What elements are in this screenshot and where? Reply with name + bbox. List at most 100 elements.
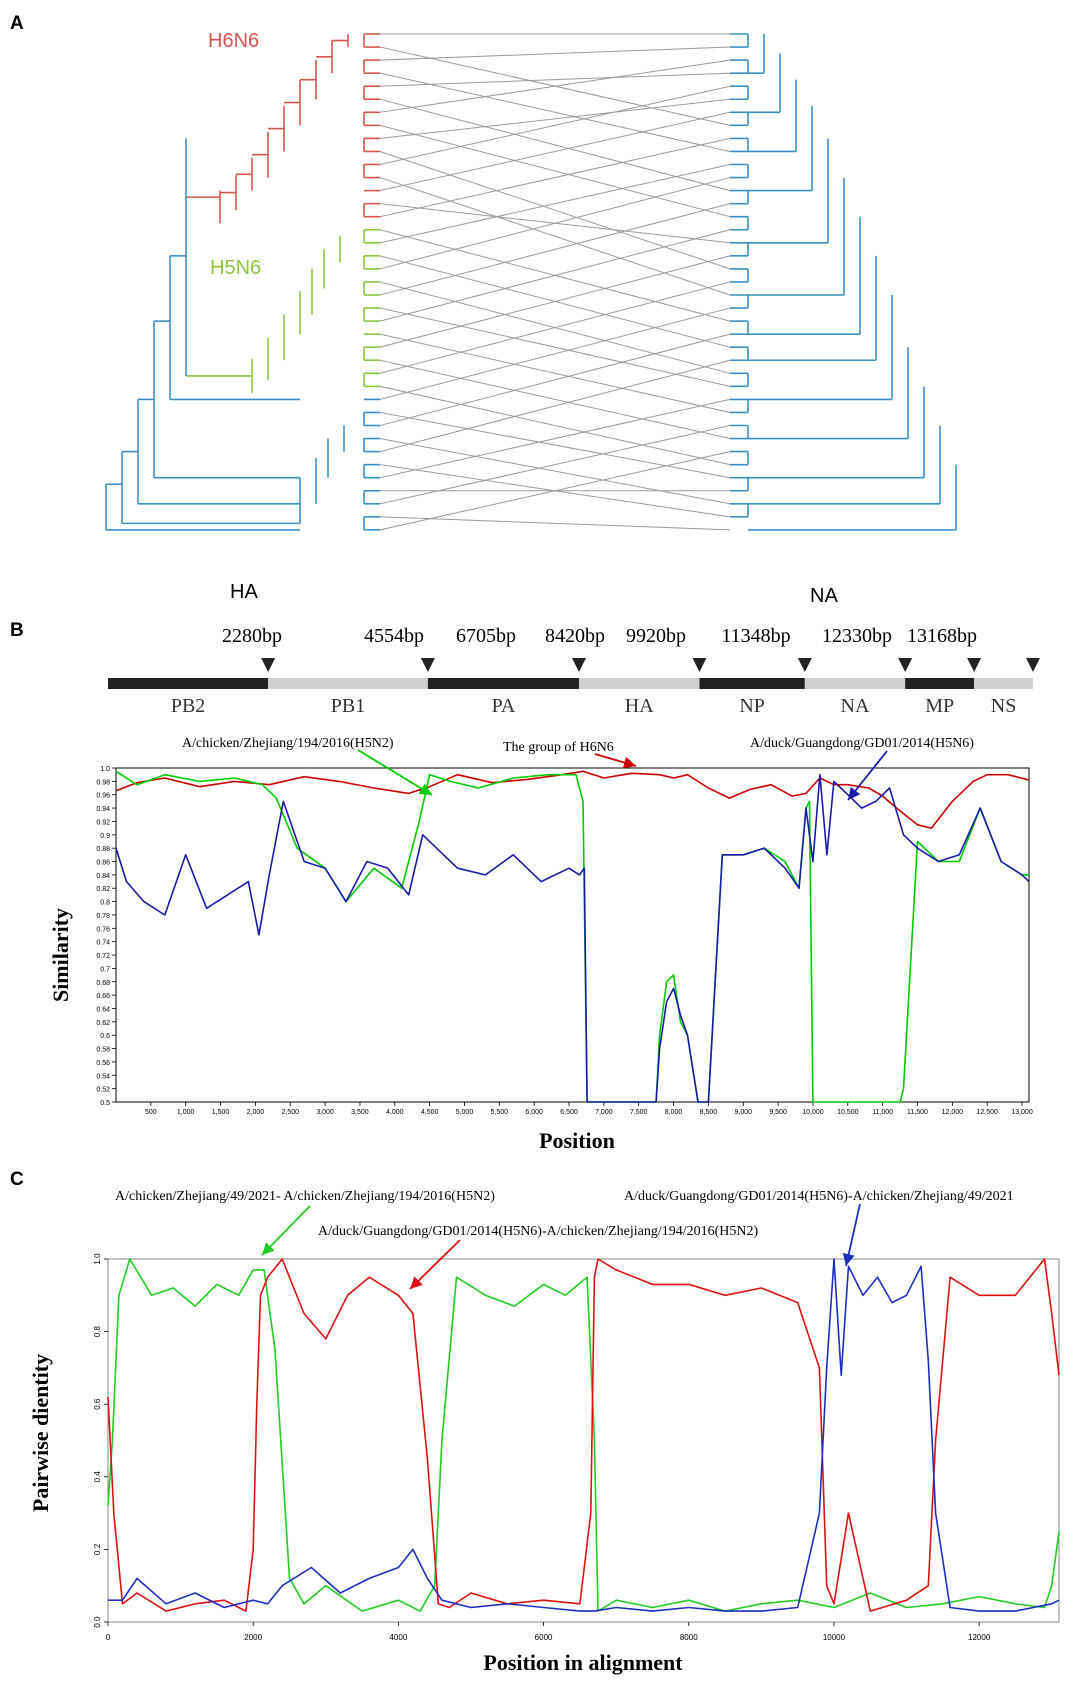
tanglegram-link <box>379 59 731 113</box>
y-tick-label: 0.78 <box>96 913 110 920</box>
x-tick-label: 9,500 <box>769 1109 787 1116</box>
y-tick-label: 0.8 <box>100 900 110 907</box>
series-line-1 <box>115 770 1029 1103</box>
tanglegram-link <box>379 359 731 440</box>
segment-label: PB1 <box>331 695 365 717</box>
breakpoint-marker <box>261 658 276 672</box>
x-tick-label: 5,500 <box>491 1109 509 1116</box>
x-tick-label: 4,000 <box>386 1109 404 1116</box>
segment-bar <box>108 678 269 689</box>
tanglegram-link <box>379 359 731 453</box>
x-tick-label: 3,500 <box>351 1109 369 1116</box>
panel-b-letter: B <box>10 620 24 641</box>
y-tick-label: 0.62 <box>96 1020 110 1027</box>
x-tick-label: 12000 <box>968 1633 991 1642</box>
tanglegram-link <box>379 281 731 374</box>
annotation-blue-b: A/duck/Guangdong/GD01/2014(H5N6) <box>750 736 974 751</box>
y-tick-label: 0.96 <box>96 793 110 800</box>
tanglegram-link <box>379 72 731 152</box>
segment-bar <box>427 678 579 689</box>
annotation-arrowhead <box>418 783 432 795</box>
x-tick-label: 1,000 <box>177 1109 195 1116</box>
tanglegram-link <box>379 516 731 531</box>
x-tick-label: 500 <box>145 1109 157 1116</box>
identity-chart: 0 2000 4000 6000 8000 10000 12000 0.0 0.2 0.4 0.6 0… <box>93 1253 1060 1642</box>
y-tick-label: 0.58 <box>96 1047 110 1054</box>
tanglegram-link <box>379 451 731 531</box>
tanglegram-link <box>379 333 731 413</box>
breakpoint-label: 6705bp <box>456 625 516 647</box>
annotation-arrowhead <box>848 786 861 800</box>
breakpoint-label: 11348bp <box>721 625 790 647</box>
x-tick-label: 7,000 <box>595 1109 613 1116</box>
chart-c-ylabel: Pairwise dientity <box>28 1354 53 1512</box>
panel-c-letter: C <box>10 1169 24 1190</box>
breakpoint-marker <box>797 658 812 672</box>
breakpoint-label: 9920bp <box>626 625 686 647</box>
y-tick-label: 0.56 <box>96 1060 110 1067</box>
annotation-green-b: A/chicken/Zhejiang/194/2016(H5N2) <box>182 736 394 751</box>
breakpoint-label: 13168bp <box>907 625 977 647</box>
y-tick-label: 0.0 <box>93 1616 102 1628</box>
chart-c-xlabel: Position in alignment <box>483 1650 683 1675</box>
tanglegram-link <box>379 255 731 348</box>
breakpoint-label: 8420bp <box>545 625 605 647</box>
breakpoint-label: 4554bp <box>364 625 424 647</box>
annotation-blue-c: A/duck/Guangdong/GD01/2014(H5N6)-A/chick… <box>624 1189 1014 1204</box>
tanglegram-link <box>379 124 731 218</box>
x-tick-label: 8,500 <box>700 1109 718 1116</box>
y-tick-label: 0.54 <box>96 1073 110 1080</box>
y-tick-label: 0.86 <box>96 860 110 867</box>
tanglegram-link <box>379 425 731 505</box>
x-tick-label: 13,000 <box>1011 1109 1033 1116</box>
segment-label: HA <box>625 695 654 717</box>
y-tick-label: 0.94 <box>96 806 110 813</box>
tanglegram-link <box>379 438 731 505</box>
x-tick-label: 10,000 <box>802 1109 824 1116</box>
series-line-0 <box>107 1258 1060 1612</box>
y-tick-label: 0.4 <box>93 1471 102 1483</box>
breakpoint-marker <box>571 658 586 672</box>
segment-bar <box>804 678 906 689</box>
series-line-1 <box>107 1258 1060 1612</box>
annotation-arrowhead <box>842 1252 855 1266</box>
x-tick-label: 6,000 <box>525 1109 543 1116</box>
breakpoint-marker <box>1026 658 1040 672</box>
x-tick-label: 3,000 <box>316 1109 334 1116</box>
y-tick-label: 0.68 <box>96 980 110 987</box>
tanglegram-link <box>379 46 731 61</box>
annotation-red-c: A/duck/Guangdong/GD01/2014(H5N6)-A/chick… <box>318 1224 758 1239</box>
annotation-arrow <box>357 749 433 796</box>
tanglegram-link <box>379 98 731 192</box>
y-tick-label: 0.76 <box>96 926 110 933</box>
x-tick-label: 8,000 <box>665 1109 683 1116</box>
panel-a-letter: A <box>10 13 24 34</box>
chart-b-ylabel: Similarity <box>48 908 73 1002</box>
x-tick-label: 2,000 <box>247 1109 265 1116</box>
tanglegram-link <box>379 72 731 87</box>
h5n6-clade-label: H5N6 <box>210 257 261 279</box>
tanglegram-link <box>379 150 731 270</box>
plot-frame <box>115 767 1030 1103</box>
y-tick-label: 0.88 <box>96 846 110 853</box>
annotation-red-b: The group of H6N6 <box>503 740 614 755</box>
segment-label: PB2 <box>171 695 205 717</box>
tanglegram-link <box>379 307 731 400</box>
segment-bar <box>699 678 805 689</box>
tanglegram-link <box>379 203 731 296</box>
y-tick-label: 0.82 <box>96 886 110 893</box>
x-tick-label: 9,000 <box>734 1109 752 1116</box>
y-tick-label: 0.66 <box>96 993 110 1000</box>
tanglegram <box>105 33 957 531</box>
series-line-2 <box>108 1258 1060 1612</box>
x-tick-label: 12,000 <box>942 1109 964 1116</box>
x-tick-label: 6,500 <box>560 1109 578 1116</box>
x-tick-label: 11,000 <box>872 1109 893 1116</box>
x-tick-label: 11,500 <box>907 1109 928 1116</box>
x-tick-label: 2000 <box>244 1633 262 1642</box>
tanglegram-link <box>379 164 731 244</box>
tanglegram-link <box>379 85 731 165</box>
annotation-arrowhead <box>410 1276 423 1289</box>
y-tick-label: 0.64 <box>96 1006 110 1013</box>
tanglegram-link <box>379 137 731 218</box>
